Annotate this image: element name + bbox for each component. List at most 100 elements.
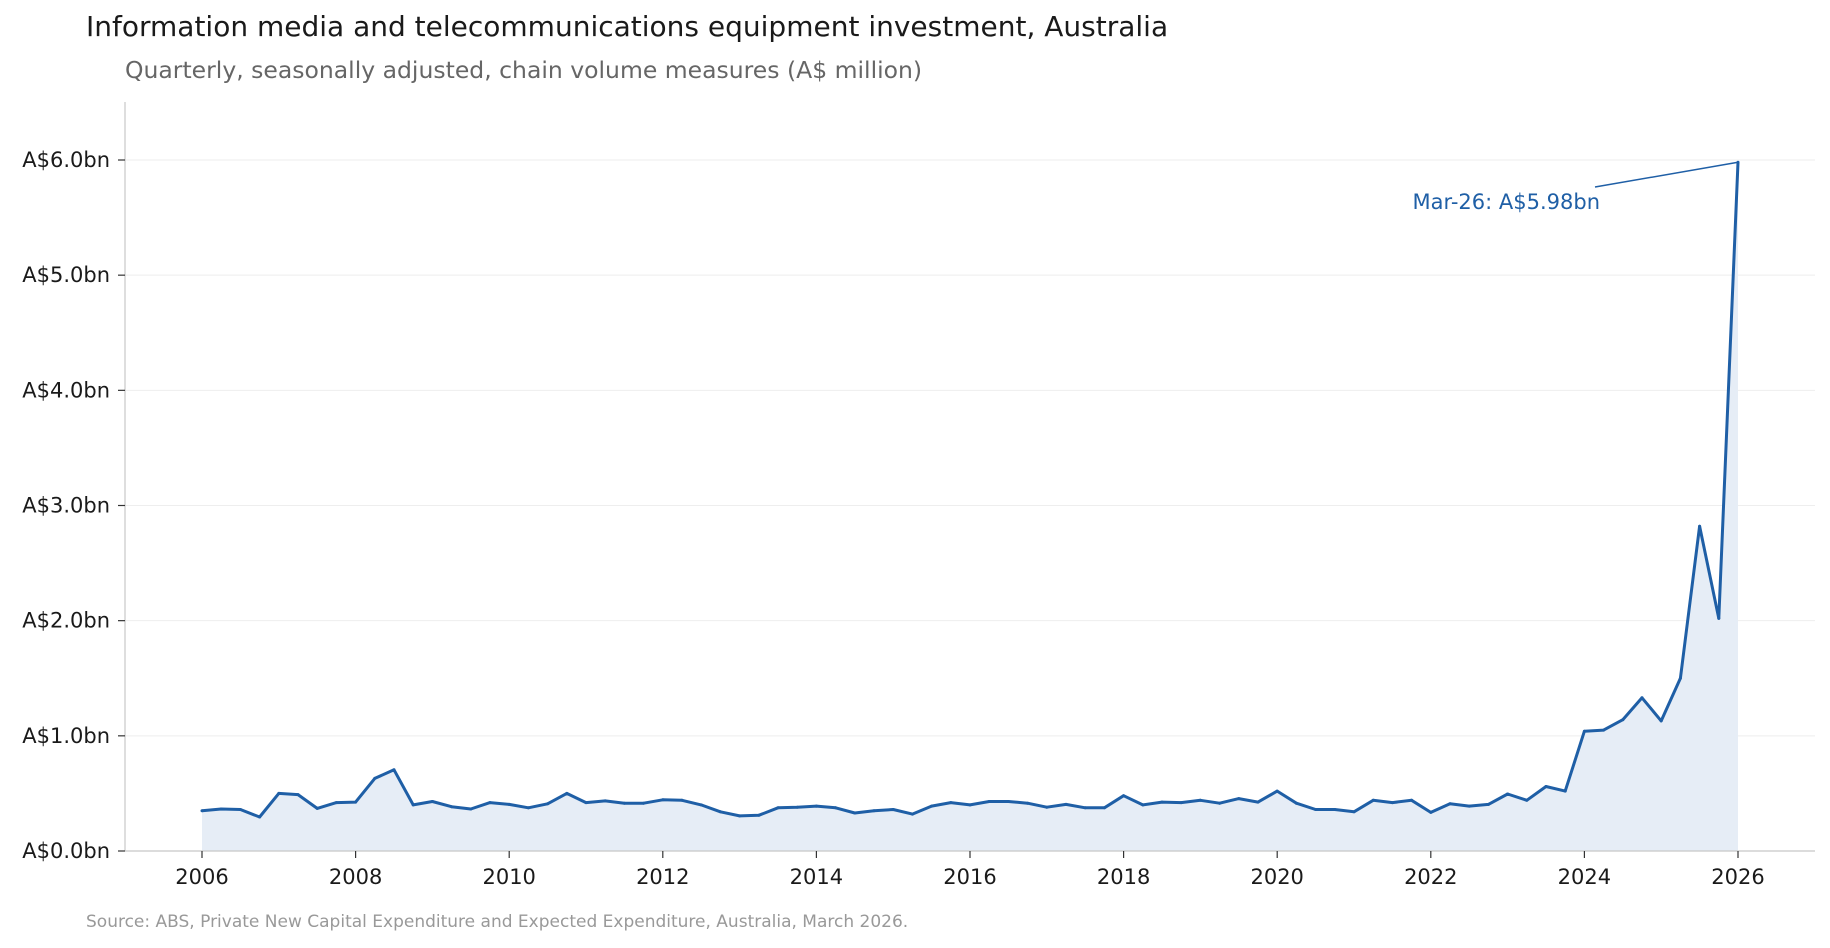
series-point [949, 801, 953, 805]
series-point [200, 809, 204, 813]
series-point [411, 803, 415, 807]
x-tick-label: 2026 [1711, 865, 1764, 889]
x-tick-label: 2020 [1250, 865, 1303, 889]
series-point [1410, 798, 1414, 802]
series-point [507, 802, 511, 806]
x-tick-label: 2012 [636, 865, 689, 889]
series-point [373, 776, 377, 780]
series-point [277, 791, 281, 795]
series-point [1698, 524, 1702, 528]
series-point [834, 806, 838, 810]
series-point [1678, 676, 1682, 680]
series-point [430, 800, 434, 803]
chart-source-note: Source: ABS, Private New Capital Expendi… [86, 912, 909, 932]
series-point [872, 809, 876, 813]
series-point [603, 799, 607, 803]
series-point [565, 791, 569, 795]
y-tick-label: A$5.0bn [22, 263, 110, 287]
series-point [1640, 696, 1644, 700]
series-point [354, 800, 358, 804]
series-point [680, 798, 684, 802]
series-point [1525, 798, 1529, 802]
chart-title: Information media and telecommunications… [86, 10, 1169, 43]
series-point [718, 810, 722, 814]
series-point [622, 801, 626, 805]
series-point [757, 813, 761, 817]
x-axis-ticks: 2006 2008 2010 2012 2014 2016 2018 2020 2022 2024… [175, 851, 1765, 889]
series-point [1448, 802, 1452, 806]
series-point [1621, 718, 1625, 722]
series-point [1237, 797, 1241, 801]
series-point [392, 768, 396, 772]
series-point [1333, 808, 1337, 811]
series-point [642, 801, 646, 805]
series-point [1122, 794, 1126, 798]
series-point [1717, 616, 1721, 620]
series-point [795, 805, 799, 809]
series-point [1390, 801, 1394, 805]
series-point [1314, 808, 1318, 811]
chart-subtitle: Quarterly, seasonally adjusted, chain vo… [125, 56, 923, 84]
y-tick-label: A$0.0bn [22, 839, 110, 863]
series-point [450, 805, 454, 809]
series-point [1659, 719, 1663, 723]
series-points [200, 160, 1740, 819]
series-point [1486, 802, 1490, 806]
series-point [930, 804, 934, 808]
series-point [238, 808, 242, 811]
series-point [526, 806, 530, 810]
series-point [469, 807, 473, 811]
series-point [738, 814, 742, 818]
series-point [1467, 804, 1471, 808]
series-point [1563, 789, 1567, 793]
series-point [776, 806, 780, 810]
series-point [1026, 801, 1030, 805]
x-tick-label: 2014 [790, 865, 843, 889]
series-point [1352, 810, 1356, 814]
series-point [1141, 803, 1145, 807]
series-point [1179, 801, 1183, 805]
series-point [891, 808, 895, 811]
series-point [1429, 810, 1433, 814]
y-tick-label: A$2.0bn [22, 609, 110, 633]
series-point [1064, 802, 1068, 806]
series-point [1602, 728, 1606, 732]
series-point [1006, 800, 1010, 803]
annotation-leader-line [1594, 161, 1739, 188]
y-tick-label: A$3.0bn [22, 494, 110, 518]
series-point [315, 806, 319, 810]
series-point [258, 815, 262, 819]
x-tick-label: 2010 [482, 865, 535, 889]
series-point [1371, 798, 1375, 802]
series-area-fill [202, 162, 1738, 852]
series-point [219, 807, 223, 811]
x-tick-label: 2024 [1558, 865, 1611, 889]
series-point [1102, 806, 1106, 810]
series-point [584, 801, 588, 805]
series-point [814, 804, 818, 808]
series-point [488, 801, 492, 805]
series-point [1294, 801, 1298, 805]
y-axis-ticks: A$0.0bn A$1.0bn A$2.0bn A$3.0bn A$4.0bn A$5.0… [22, 148, 125, 863]
series-point [334, 801, 338, 805]
series-point [1256, 800, 1260, 804]
x-tick-label: 2008 [329, 865, 382, 889]
series-point [699, 803, 703, 807]
x-tick-label: 2018 [1097, 865, 1150, 889]
y-tick-label: A$1.0bn [22, 724, 110, 748]
series-point [546, 802, 550, 806]
series-point [1582, 729, 1586, 733]
gridlines [125, 159, 1815, 737]
series-point [1083, 806, 1087, 810]
y-tick-label: A$6.0bn [22, 148, 110, 172]
annotation-label: Mar-26: A$5.98bn [1413, 190, 1600, 214]
series-point [1506, 792, 1510, 796]
series-point [296, 793, 300, 797]
series-point [1275, 789, 1279, 793]
series-point [910, 812, 914, 816]
series-point [1160, 800, 1164, 804]
series-point [853, 811, 857, 815]
series-point [1544, 785, 1548, 788]
y-tick-label: A$4.0bn [22, 378, 110, 402]
